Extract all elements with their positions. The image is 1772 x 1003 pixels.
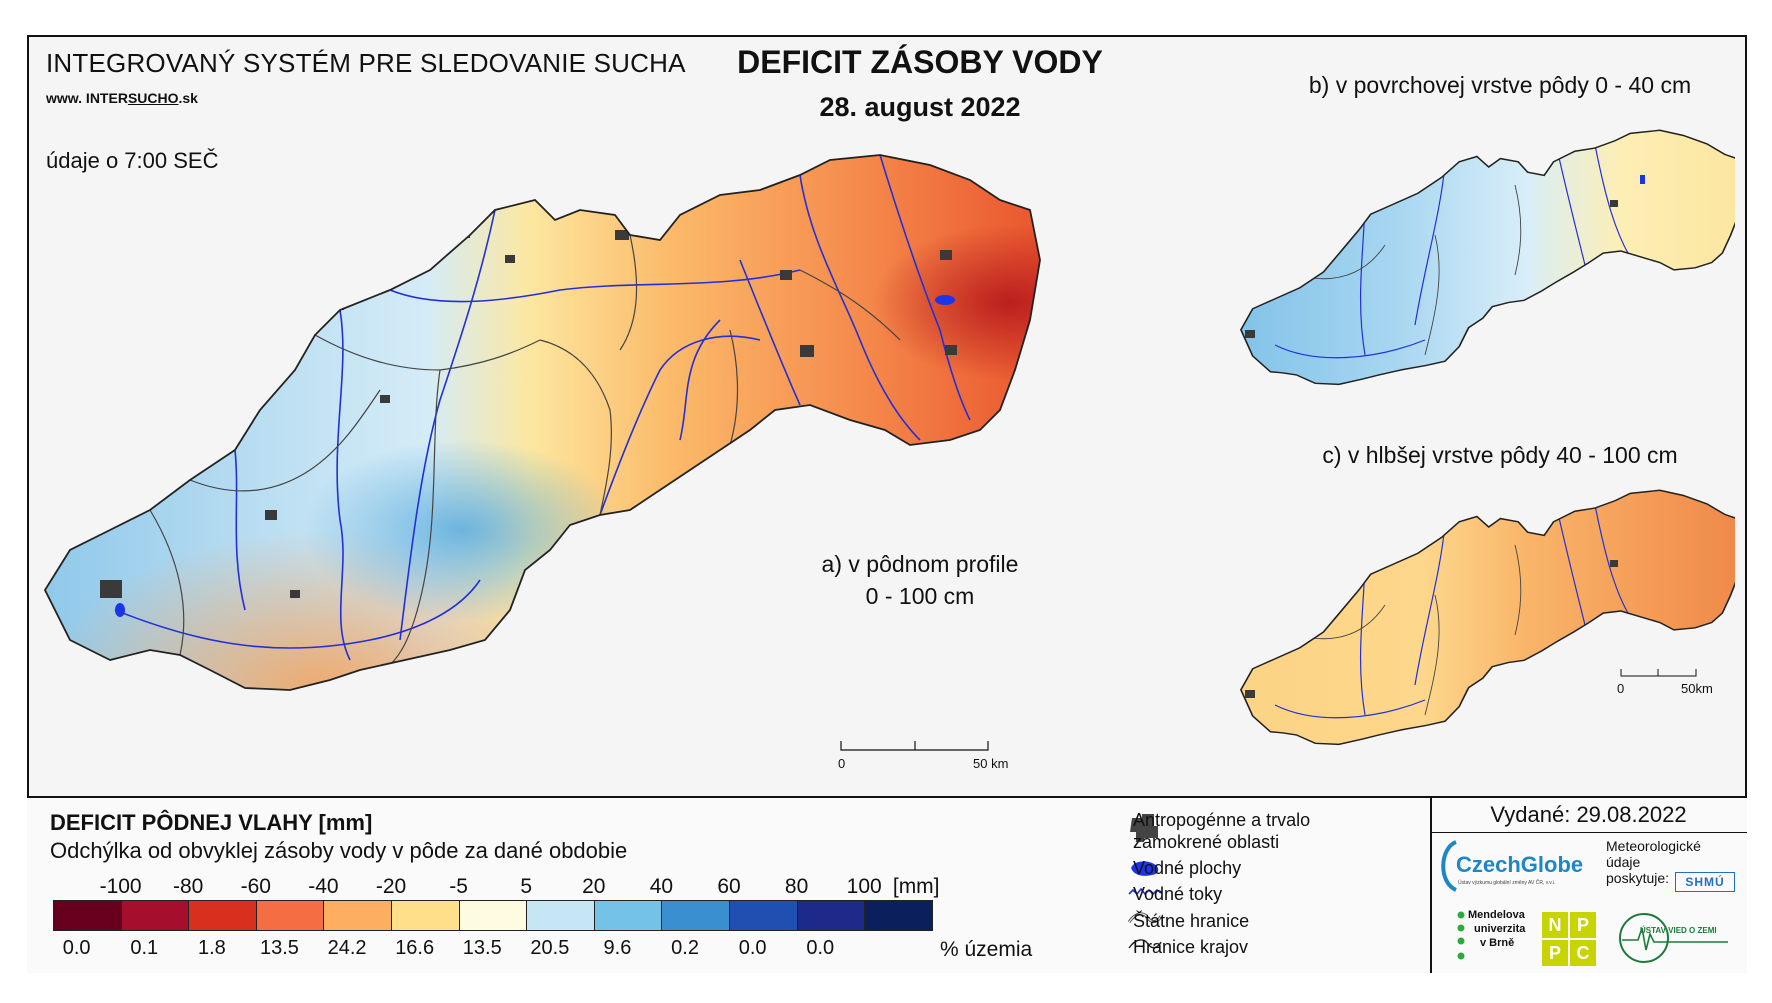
nppc-p2: P: [1542, 940, 1568, 966]
legend-boundary-label: 40: [649, 875, 674, 898]
czechglobe-subtitle: Ústav výzkumu globální změny AV ČR, v.v.…: [1458, 880, 1556, 886]
legend-unit: [mm]: [892, 875, 940, 898]
mendel-dots-icon: [1457, 911, 1465, 960]
nppc-p1: P: [1570, 912, 1596, 938]
legend-swatch: [255, 900, 325, 931]
legend-percent-value: 0.2: [671, 937, 699, 959]
state-border-icon: [1128, 912, 1162, 924]
url-prefix: www. INTER: [46, 90, 128, 106]
legend-swatch: [526, 900, 595, 931]
legend-title: DEFICIT PÔDNEJ VLAHY [mm]: [50, 810, 373, 835]
legend-swatch: [796, 900, 866, 931]
mendel-line3: v Brně: [1480, 937, 1515, 949]
legend-swatch: [323, 900, 392, 931]
legend-boundary-label: 100: [846, 875, 882, 898]
czechglobe-logo: CzechGlobe: [1456, 852, 1584, 877]
legend-boundary-label: -20: [375, 875, 407, 898]
legend-swatch: [120, 900, 190, 931]
legend-boundary-label: -40: [308, 875, 339, 898]
url-suffix: .sk: [178, 90, 198, 106]
water-body-icon: [1131, 861, 1159, 876]
page-title: DEFICIT ZÁSOBY VODY: [737, 44, 1103, 80]
main-map-a: [44, 154, 1041, 691]
legend-percent-value: 13.5: [259, 937, 299, 959]
meteo-line1: Meteorologické: [1606, 838, 1701, 854]
legend-boundary-label: 20: [582, 875, 606, 898]
nppc-c: C: [1570, 940, 1596, 966]
nppc-logo: N P P C: [1542, 912, 1596, 966]
river-icon: [1128, 887, 1162, 896]
legend-percent-value: 20.5: [530, 937, 570, 959]
legend-percent-value: 24.2: [327, 937, 367, 959]
legend-swatch: [864, 900, 933, 931]
legend-subtitle: Odchýlka od obvyklej zásoby vody v pôde …: [50, 838, 628, 863]
legend-percent-value: 1.8: [197, 937, 226, 959]
meteo-line2: údaje: [1606, 854, 1641, 870]
legend-boundary-label: 80: [784, 875, 809, 898]
map-a-label-line1: a) v pôdnom profile: [821, 551, 1019, 577]
urban-area-icon: [1130, 814, 1158, 842]
data-time: údaje o 7:00 SEČ: [46, 148, 219, 173]
scale-main-start: 0: [838, 756, 846, 771]
scale-small-start: 0: [1617, 681, 1625, 696]
uvz-seismo-icon: [1619, 913, 1728, 963]
system-name: INTEGROVANÝ SYSTÉM PRE SLEDOVANIE SUCHA: [46, 48, 686, 78]
issued-panel: [1430, 796, 1747, 973]
legend-urban: Antropogénne a trvalo: [1133, 810, 1311, 830]
url-highlight: SUCHO: [127, 90, 179, 106]
legend-boundary-label: 60: [717, 875, 741, 898]
legend-percent-label: % územia: [940, 938, 1033, 961]
meteo-line3: poskytuje:: [1606, 870, 1670, 886]
legend-percent-value: 0.0: [62, 937, 91, 959]
scale-small-end: 50km: [1681, 681, 1713, 696]
map-a-label: a) v pôdnom profile 0 - 100 cm: [780, 548, 1060, 612]
issued-date: Vydané: 29.08.2022: [1430, 802, 1747, 833]
mendel-line1: Mendelova: [1468, 909, 1525, 921]
legend-swatch: [593, 900, 663, 931]
mendel-logo: Mendelova univerzita v Brně: [1468, 908, 1525, 950]
legend-percent-value: 0.0: [738, 937, 767, 959]
legend-rivers: Vodné toky: [1133, 884, 1223, 904]
legend-boundary-label: 5: [520, 875, 533, 898]
legend-swatch: [53, 900, 122, 931]
legend-percent-value: 0.0: [806, 937, 835, 959]
czechglobe-arc-icon: [1441, 840, 1458, 892]
region-border-icon: [1128, 939, 1162, 949]
scale-bar-small: [1620, 669, 1697, 677]
mendel-line2: univerzita: [1474, 923, 1526, 935]
legend-swatch: [661, 900, 730, 931]
legend-percent-value: 16.6: [395, 937, 435, 959]
legend-water-bodies: Vodné plochy: [1133, 858, 1242, 878]
legend-percent-value: 0.1: [130, 937, 159, 959]
map-c-label: c) v hlbšej vrstve pôdy 40 - 100 cm: [1322, 442, 1678, 468]
map-c-subsoil: [1240, 489, 1735, 746]
legend-percent-value: 9.6: [603, 937, 632, 959]
map-a-label-line2: 0 - 100 cm: [865, 583, 975, 609]
meteo-credit: Meteorologické údaje poskytuje:: [1606, 838, 1701, 886]
website-url[interactable]: www. INTERSUCHO.sk: [46, 90, 198, 106]
legend-boundary-label: -60: [240, 875, 271, 898]
legend-boundary-label: -80: [173, 875, 204, 898]
shmu-logo: SHMÚ: [1675, 872, 1735, 892]
uvz-logo: ÚSTAV VIED O ZEMI: [1640, 926, 1717, 935]
legend-percent-value: 13.5: [462, 937, 502, 959]
map-b-label: b) v povrchovej vrstve pôdy 0 - 40 cm: [1308, 72, 1692, 98]
legend-boundary-label: -100: [99, 875, 142, 898]
legend-urban-line2: zamokrené oblasti: [1133, 832, 1280, 852]
scale-bar-main: [840, 741, 989, 751]
legend-region-border: Hranice krajov: [1133, 937, 1249, 957]
legend-state-border: Štátne hranice: [1133, 911, 1250, 931]
legend-swatch: [458, 900, 528, 931]
legend-swatch: [391, 900, 460, 931]
legend-swatch: [188, 900, 257, 931]
legend-boundary-label: -5: [449, 875, 468, 898]
map-b-topsoil: [1240, 129, 1735, 386]
legend-swatch: [729, 900, 798, 931]
nppc-n: N: [1542, 912, 1568, 938]
map-date: 28. august 2022: [819, 92, 1021, 122]
scale-main-end: 50 km: [973, 756, 1009, 771]
